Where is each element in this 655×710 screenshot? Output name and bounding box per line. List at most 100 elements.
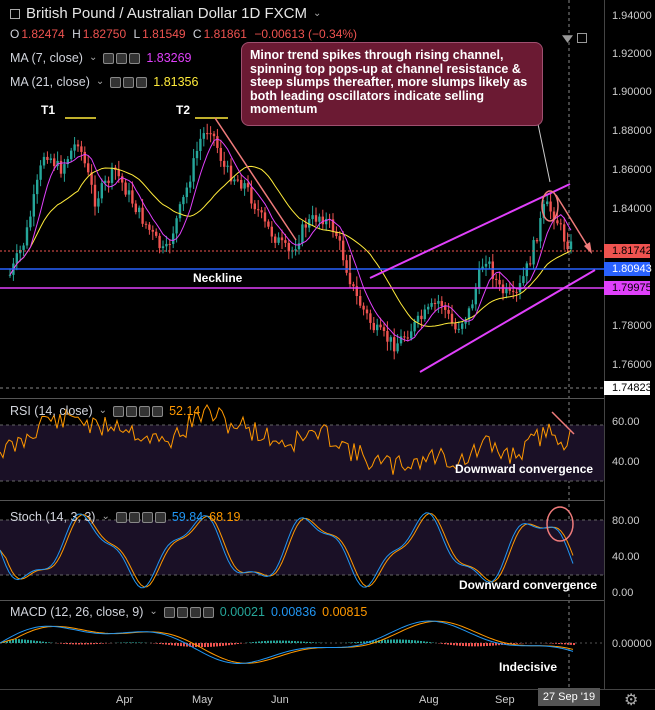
candle-body [87,163,90,173]
indicator-controls[interactable] [113,405,164,417]
chevron-down-icon[interactable]: ⌄ [88,52,98,63]
candle-body [100,183,103,199]
macd-histogram-bar [237,643,239,644]
macd-legend[interactable]: MACD (12, 26, close, 9) ⌄ 0.00021 0.0083… [10,603,367,621]
candle-body [195,150,199,159]
macd-histogram-bar [126,642,128,643]
macd-histogram-bar [294,641,296,643]
candle-body [59,160,63,174]
pane-separator[interactable] [0,398,604,399]
candle-body [501,284,505,294]
chevron-down-icon[interactable]: ⌄ [101,511,110,522]
candle-body [148,224,151,230]
candle-body [420,315,423,320]
macd-histogram-bar [192,643,194,647]
candle-body [539,218,542,242]
candle-body [124,182,127,195]
macd-histogram-bar [420,640,422,643]
stoch-legend[interactable]: Stoch (14, 3, 3) ⌄ 59.84 68.19 [10,508,240,526]
maximize-pane-icon[interactable] [577,33,587,43]
candle-body [314,215,318,222]
candle-body [127,190,131,195]
candle-body [270,226,273,237]
candle-body [165,243,168,247]
candle-body [202,133,205,139]
ma7-value: 1.83269 [146,51,192,65]
candle-body [382,327,386,331]
candle-body [121,176,124,183]
candle-body [454,323,457,330]
macd-histogram-bar [93,643,95,645]
slump-arrowhead-icon [584,242,592,254]
macd-histogram-bar [471,643,473,647]
chevron-down-icon[interactable]: ⌄ [312,8,322,19]
channel-upper-line [369,183,571,279]
indicator-controls[interactable] [163,606,214,618]
settings-gear-icon[interactable]: ⚙ [624,692,639,709]
macd-histogram-bar [402,639,404,643]
candle-body [532,240,535,265]
macd-histogram-bar [15,638,17,643]
candle-body [386,330,389,342]
price-tick: 1.76000 [612,359,652,371]
candle-body [219,147,222,161]
macd-histogram-bar [495,643,497,646]
top-1-label: T1 [41,103,56,117]
rsi-legend[interactable]: RSI (14, close) ⌄ 52.14 [10,402,200,420]
macd-histogram-bar [129,642,131,643]
ma7-legend[interactable]: MA (7, close) ⌄ 1.83269 [10,49,357,67]
pane-separator[interactable] [0,500,604,501]
macd-histogram-bar [207,643,209,647]
macd-histogram-bar [189,643,191,647]
collapse-pane-icon[interactable] [562,35,573,43]
collapse-icon[interactable] [10,9,20,19]
indicator-controls[interactable] [103,52,141,64]
macd-histogram-bar [552,643,554,644]
macd-histogram-bar [66,643,68,645]
time-label: Apr [116,694,134,706]
stoch-k-value: 59.84 [171,510,204,524]
candle-body [389,337,392,342]
symbol-title[interactable]: British Pound / Australian Dollar 1D FXC… [26,5,307,22]
ma21-legend[interactable]: MA (21, close) ⌄ 1.81356 [10,73,357,91]
analysis-note[interactable]: Minor trend spikes through rising channe… [241,42,543,126]
macd-histogram-bar [309,642,311,643]
candle-body [8,274,12,276]
candle-body [491,261,494,279]
macd-histogram-bar [558,643,560,644]
macd-histogram-bar [477,643,479,647]
chevron-down-icon[interactable]: ⌄ [149,606,158,617]
pane-buttons[interactable] [562,33,587,44]
stoch-d-value: 68.19 [209,510,241,524]
candle-body [522,276,525,284]
macd-histogram-bar [102,643,104,644]
macd-histogram-bar [12,639,14,643]
macd-histogram-bar [63,643,65,644]
pane-separator[interactable] [0,600,604,601]
macd-histogram-bar [21,639,23,643]
macd-histogram-bar [381,639,383,643]
ohlc-open: 1.82474 [21,27,65,41]
macd-histogram-bar [9,640,11,643]
macd-histogram-bar [297,641,299,643]
candle-body [144,223,148,225]
macd-histogram-bar [504,643,506,645]
macd-histogram-bar [60,643,62,644]
candle-body [535,240,539,242]
stoch-tick: 0.00 [612,587,634,599]
chevron-down-icon[interactable]: ⌄ [95,76,105,87]
indicator-controls[interactable] [115,511,166,523]
macd-histogram-bar [183,643,185,647]
indicator-controls[interactable] [110,76,148,88]
macd-histogram-bar [198,643,200,648]
candle-body [192,158,195,182]
ma21-line [9,165,572,327]
candle-body [199,138,202,151]
chevron-down-icon[interactable]: ⌄ [98,405,108,416]
candle-body [257,209,260,211]
macd-hist-value: 0.00021 [219,605,265,619]
candle-body [338,236,341,241]
macd-histogram-bar [456,643,458,646]
ohlc-high-label: H [72,27,81,41]
